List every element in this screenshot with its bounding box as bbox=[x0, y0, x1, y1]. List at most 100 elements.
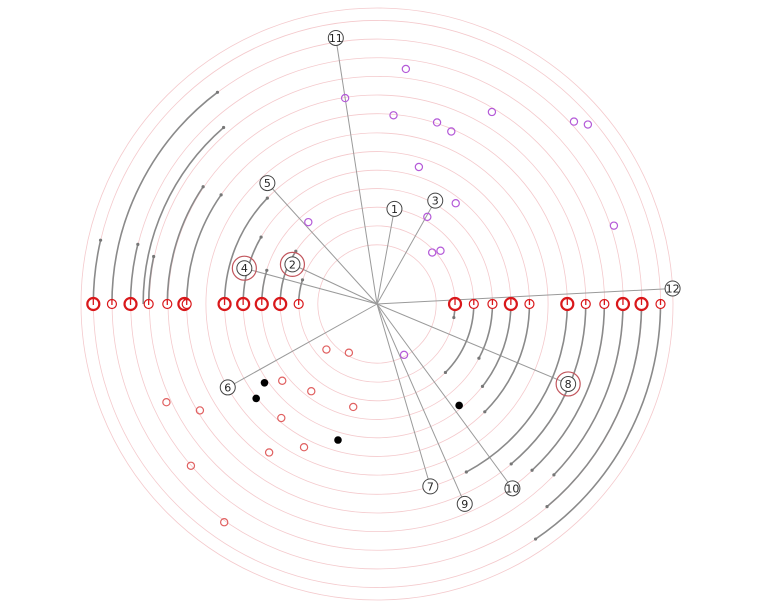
spoke-9 bbox=[376, 303, 466, 505]
label-halo bbox=[231, 255, 257, 281]
arc-20 bbox=[531, 303, 606, 471]
node-label-2[interactable]: 2 bbox=[279, 251, 306, 277]
ring-1 bbox=[317, 244, 437, 364]
scatter-point-purple bbox=[447, 127, 456, 136]
label-halo bbox=[555, 371, 581, 397]
arc-end-16 bbox=[480, 384, 485, 389]
node-label-3[interactable]: 3 bbox=[427, 192, 444, 209]
label-circle bbox=[386, 200, 403, 217]
scatter-point-purple bbox=[583, 120, 593, 129]
label-text: 5 bbox=[264, 177, 271, 190]
label-text: 4 bbox=[241, 262, 248, 275]
node-label-4[interactable]: 4 bbox=[231, 255, 257, 281]
scatter-point-purple bbox=[304, 217, 313, 227]
label-text: 10 bbox=[505, 482, 519, 495]
scatter-point-purple bbox=[487, 107, 497, 117]
node-label-7[interactable]: 7 bbox=[422, 478, 439, 495]
arc-5 bbox=[223, 197, 268, 305]
spoke-3 bbox=[376, 200, 436, 305]
label-circle bbox=[422, 478, 439, 495]
node-label-1[interactable]: 1 bbox=[386, 200, 403, 217]
label-circle bbox=[327, 29, 344, 46]
node-label-8[interactable]: 8 bbox=[555, 371, 581, 397]
arc-12 bbox=[142, 126, 225, 305]
label-circle bbox=[504, 480, 521, 497]
label-circle bbox=[456, 495, 473, 512]
scatter-point-red bbox=[322, 345, 331, 354]
arc-end-21 bbox=[552, 473, 556, 477]
arc-19 bbox=[510, 303, 587, 465]
label-circle bbox=[560, 375, 577, 392]
arc-end-17 bbox=[483, 410, 487, 414]
label-text: 1 bbox=[391, 203, 398, 216]
arc-18 bbox=[465, 303, 569, 473]
arc-end-7 bbox=[152, 254, 156, 259]
scatter-point-red bbox=[278, 376, 287, 385]
scatter-point-purple bbox=[428, 248, 437, 257]
scatter-point-purple bbox=[423, 212, 432, 222]
scatter-point-purple bbox=[414, 162, 424, 172]
arc-end-19 bbox=[509, 462, 513, 466]
scatter-point-black bbox=[260, 378, 269, 387]
node-label-10[interactable]: 10 bbox=[504, 480, 521, 497]
arc-end-14 bbox=[443, 370, 448, 375]
scatter-point-red bbox=[195, 406, 205, 415]
spoke-10 bbox=[376, 303, 513, 489]
scatter-point-red bbox=[162, 397, 171, 407]
spoke-1 bbox=[376, 208, 395, 305]
arc-21 bbox=[553, 303, 624, 476]
scatter-point-purple bbox=[436, 246, 445, 255]
scatter-point-red bbox=[186, 461, 196, 470]
scatter-point-purple bbox=[389, 111, 398, 120]
arc-end-10 bbox=[98, 238, 103, 242]
scatter-point-black bbox=[252, 394, 260, 403]
arc-16 bbox=[481, 303, 512, 387]
scatter-point-purple bbox=[340, 93, 350, 103]
arc-end-15 bbox=[477, 356, 481, 360]
label-text: 9 bbox=[461, 498, 468, 511]
spoke-8 bbox=[376, 303, 569, 385]
scatter-point-red bbox=[349, 402, 358, 412]
arc-7 bbox=[147, 256, 155, 305]
label-circle bbox=[664, 280, 681, 297]
node-label-6[interactable]: 6 bbox=[219, 379, 236, 396]
spoke-2 bbox=[292, 263, 378, 305]
scatter-point-red bbox=[219, 518, 229, 527]
arc-9 bbox=[111, 91, 218, 305]
arc-end-22 bbox=[545, 505, 549, 509]
arc-end-20 bbox=[530, 468, 534, 472]
arc-23 bbox=[535, 303, 662, 540]
arc-end-12 bbox=[221, 125, 226, 130]
label-circle bbox=[219, 379, 236, 396]
label-text: 6 bbox=[224, 381, 231, 394]
arc-10 bbox=[92, 240, 102, 305]
node-label-9[interactable]: 9 bbox=[456, 495, 473, 512]
scatter-point-red bbox=[277, 413, 286, 423]
scatter-point-black bbox=[455, 401, 463, 410]
scatter-point-purple bbox=[569, 117, 579, 126]
arc-end-6 bbox=[219, 193, 223, 197]
scatter-point-purple bbox=[432, 118, 442, 127]
node-label-11[interactable]: 11 bbox=[327, 29, 344, 46]
node-label-12[interactable]: 12 bbox=[664, 280, 681, 297]
spoke-12 bbox=[376, 288, 673, 305]
spoke-11 bbox=[335, 37, 378, 305]
node-label-5[interactable]: 5 bbox=[259, 175, 276, 192]
label-text: 7 bbox=[427, 480, 434, 493]
scatter-point-red bbox=[307, 387, 316, 396]
arc-end-23 bbox=[533, 537, 538, 541]
ring-7 bbox=[205, 132, 549, 476]
scatter-point-purple bbox=[451, 199, 460, 208]
spoke-5 bbox=[267, 182, 378, 305]
scatter-point-red bbox=[344, 348, 354, 357]
scatter-points bbox=[162, 64, 619, 527]
arc-22 bbox=[546, 303, 643, 508]
ring-14 bbox=[80, 7, 674, 601]
scatter-point-red bbox=[264, 448, 274, 457]
arc-17 bbox=[484, 303, 531, 413]
label-text: 12 bbox=[666, 283, 680, 296]
label-text: 11 bbox=[329, 32, 343, 45]
arc-end-1 bbox=[300, 278, 305, 282]
label-circle bbox=[259, 175, 276, 192]
